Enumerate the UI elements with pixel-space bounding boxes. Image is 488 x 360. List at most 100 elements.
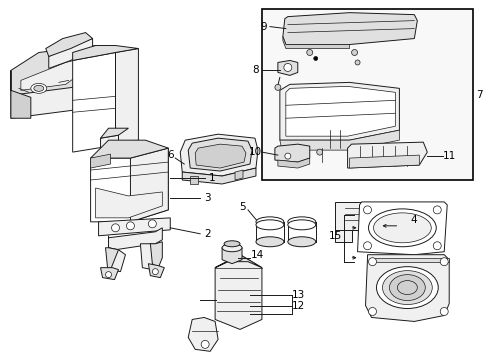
- Polygon shape: [334, 230, 351, 242]
- Circle shape: [306, 50, 312, 55]
- Polygon shape: [108, 248, 125, 272]
- Ellipse shape: [388, 275, 425, 301]
- Polygon shape: [365, 255, 448, 321]
- Polygon shape: [222, 244, 242, 264]
- Text: 13: 13: [291, 289, 305, 300]
- Polygon shape: [130, 148, 168, 222]
- Polygon shape: [105, 248, 118, 270]
- Circle shape: [285, 153, 290, 159]
- Text: 12: 12: [291, 301, 305, 311]
- Polygon shape: [11, 71, 31, 118]
- Polygon shape: [90, 148, 168, 222]
- Polygon shape: [108, 228, 162, 250]
- Polygon shape: [46, 32, 92, 57]
- Ellipse shape: [34, 85, 44, 91]
- Bar: [262, 9, 472, 180]
- Text: 1: 1: [208, 173, 215, 183]
- Polygon shape: [279, 130, 399, 150]
- Polygon shape: [215, 255, 262, 268]
- Circle shape: [148, 220, 156, 228]
- Polygon shape: [277, 60, 297, 75]
- Circle shape: [363, 206, 371, 214]
- Circle shape: [439, 258, 447, 266]
- Text: 8: 8: [252, 66, 259, 76]
- Polygon shape: [21, 55, 95, 90]
- Polygon shape: [195, 144, 245, 168]
- Ellipse shape: [373, 213, 430, 243]
- Circle shape: [432, 242, 440, 250]
- Polygon shape: [235, 170, 243, 180]
- Ellipse shape: [376, 267, 437, 309]
- Text: 2: 2: [203, 229, 210, 239]
- Circle shape: [316, 149, 322, 155]
- Ellipse shape: [287, 237, 315, 247]
- Polygon shape: [190, 176, 198, 184]
- Polygon shape: [369, 258, 448, 262]
- Polygon shape: [188, 138, 251, 171]
- Polygon shape: [11, 53, 115, 118]
- Polygon shape: [182, 168, 255, 184]
- Ellipse shape: [224, 241, 240, 247]
- Ellipse shape: [397, 280, 416, 294]
- Polygon shape: [349, 155, 419, 168]
- Polygon shape: [140, 244, 158, 270]
- Text: 6: 6: [166, 150, 173, 160]
- Polygon shape: [90, 140, 168, 158]
- Ellipse shape: [255, 237, 283, 247]
- Text: 15: 15: [328, 231, 342, 241]
- Polygon shape: [73, 45, 138, 60]
- Ellipse shape: [287, 217, 315, 227]
- Circle shape: [439, 307, 447, 315]
- Text: 10: 10: [248, 147, 261, 157]
- Polygon shape: [180, 134, 258, 176]
- Polygon shape: [279, 82, 399, 140]
- Polygon shape: [285, 86, 395, 136]
- Text: 3: 3: [203, 193, 210, 203]
- Ellipse shape: [368, 209, 435, 247]
- Polygon shape: [347, 142, 427, 168]
- Text: 14: 14: [250, 250, 263, 260]
- Ellipse shape: [382, 271, 431, 305]
- Polygon shape: [274, 144, 309, 162]
- Text: 7: 7: [475, 90, 482, 100]
- Ellipse shape: [31, 84, 47, 93]
- Polygon shape: [150, 242, 162, 268]
- Polygon shape: [95, 188, 162, 218]
- Text: 9: 9: [260, 22, 266, 32]
- Circle shape: [313, 57, 317, 60]
- Circle shape: [105, 272, 111, 278]
- Ellipse shape: [287, 220, 315, 230]
- Circle shape: [126, 222, 134, 230]
- Polygon shape: [73, 53, 115, 152]
- Circle shape: [363, 242, 371, 250]
- Circle shape: [274, 84, 280, 90]
- Polygon shape: [101, 135, 118, 152]
- Polygon shape: [11, 45, 115, 95]
- Ellipse shape: [255, 217, 283, 227]
- Polygon shape: [188, 318, 218, 351]
- Ellipse shape: [222, 244, 242, 252]
- Text: 11: 11: [442, 151, 455, 161]
- Text: 4: 4: [409, 215, 416, 225]
- Polygon shape: [282, 13, 416, 45]
- Polygon shape: [148, 264, 164, 278]
- Polygon shape: [334, 202, 379, 230]
- Circle shape: [354, 60, 359, 65]
- Circle shape: [201, 340, 209, 348]
- Circle shape: [368, 307, 376, 315]
- Polygon shape: [115, 49, 138, 145]
- Polygon shape: [282, 37, 349, 49]
- Circle shape: [111, 224, 119, 232]
- Circle shape: [432, 206, 440, 214]
- Polygon shape: [49, 39, 92, 68]
- Ellipse shape: [255, 220, 283, 230]
- Polygon shape: [90, 154, 110, 168]
- Circle shape: [283, 63, 291, 71]
- Polygon shape: [99, 218, 170, 236]
- Circle shape: [368, 258, 376, 266]
- Polygon shape: [357, 202, 447, 255]
- Circle shape: [152, 269, 158, 275]
- Polygon shape: [101, 128, 128, 138]
- Circle shape: [351, 50, 357, 55]
- Polygon shape: [215, 255, 262, 329]
